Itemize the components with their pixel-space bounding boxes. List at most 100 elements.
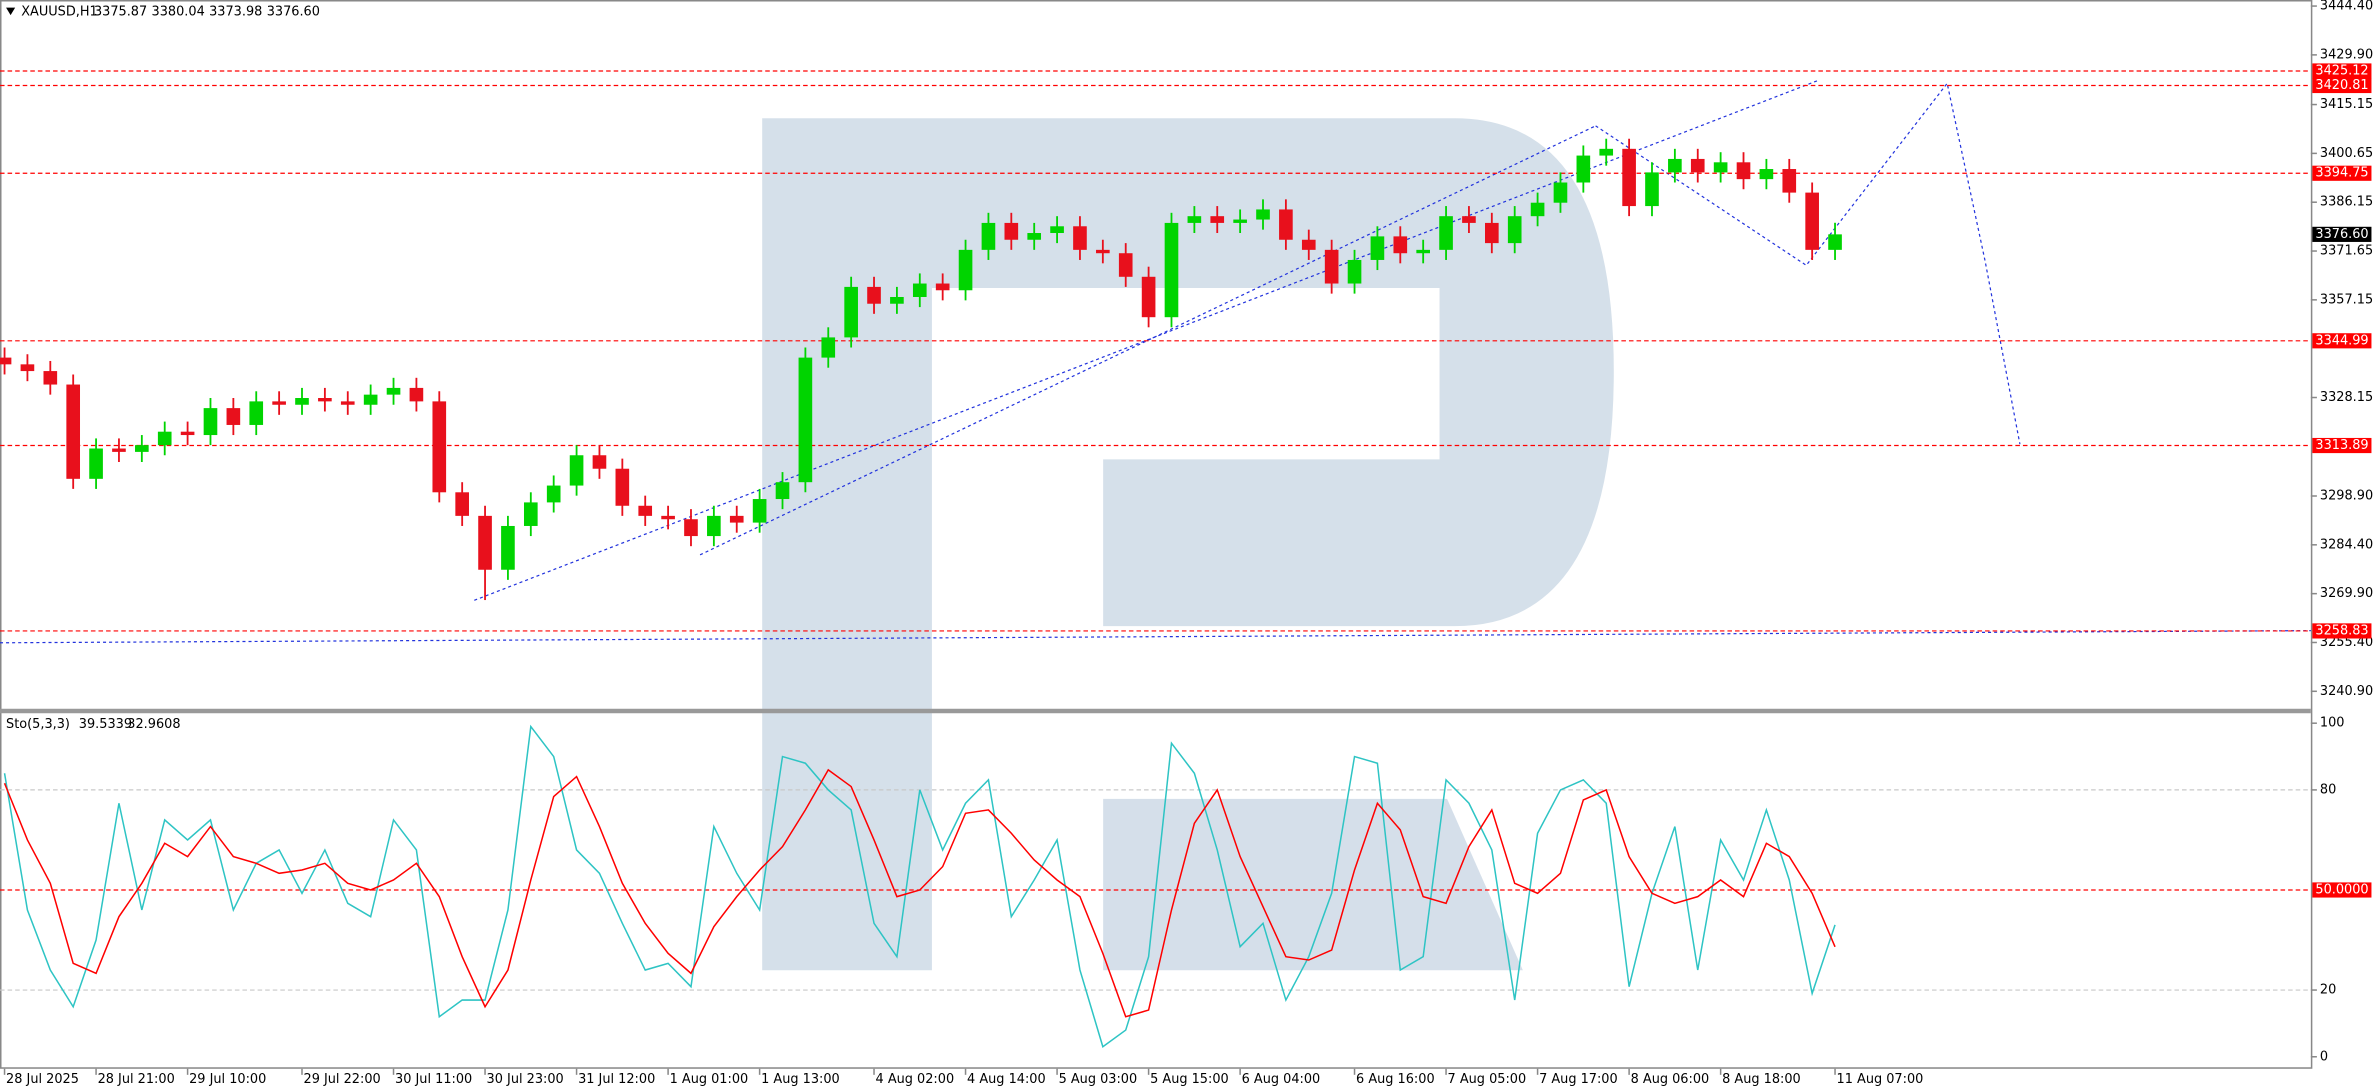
- frame: [0, 0, 2313, 1069]
- x-tick-label: 30 Jul 11:00: [395, 1072, 472, 1087]
- candle-body: [890, 296, 904, 304]
- candle-body: [1736, 162, 1751, 180]
- candle-body: [363, 394, 378, 405]
- candle-body: [1462, 216, 1476, 223]
- candle-body: [478, 515, 492, 570]
- trend-lines: [0, 79, 2311, 644]
- candle-body: [1370, 236, 1385, 260]
- candle-body: [66, 384, 81, 479]
- level-label: 3258.83: [2315, 623, 2368, 638]
- candle-body: [1004, 222, 1019, 240]
- x-tick-label: 5 Aug 15:00: [1150, 1072, 1229, 1087]
- y-tick-label: 3357.15: [2320, 292, 2373, 307]
- candle-body: [1622, 148, 1636, 207]
- candle-body: [1713, 162, 1728, 173]
- candle-body: [615, 468, 630, 506]
- candle-body: [1668, 158, 1682, 173]
- candle-body: [867, 286, 881, 304]
- ohlc-low: 3373.98: [209, 5, 262, 20]
- candle-body: [798, 357, 813, 483]
- x-tick-label: 6 Aug 04:00: [1242, 1072, 1321, 1087]
- candle-body: [752, 499, 767, 523]
- candle-body: [958, 249, 973, 291]
- candle-body: [1485, 222, 1499, 244]
- x-tick-label: 1 Aug 01:00: [670, 1072, 749, 1087]
- candle-body: [0, 357, 12, 365]
- x-tick-label: 7 Aug 05:00: [1448, 1072, 1527, 1087]
- candle-body: [1324, 249, 1339, 284]
- y-tick-label: 3444.40: [2320, 0, 2373, 14]
- x-tick-label: 6 Aug 16:00: [1356, 1072, 1435, 1087]
- level-label: 3425.12: [2315, 63, 2368, 78]
- candle-body: [1027, 233, 1042, 240]
- current-price-label-box: [2312, 226, 2372, 242]
- candle-body: [135, 445, 149, 452]
- current-price-label: 3376.60: [2315, 227, 2368, 242]
- candle-body: [569, 455, 584, 486]
- candle-body: [638, 505, 653, 516]
- candle-body: [775, 482, 790, 500]
- candle-body: [844, 286, 858, 338]
- y-tick-label: 3255.40: [2320, 635, 2373, 650]
- level-label-box: [2312, 333, 2372, 349]
- candle-body: [43, 371, 58, 385]
- candle-body: [112, 448, 126, 452]
- candle-body: [318, 398, 332, 402]
- x-tick-label: 7 Aug 17:00: [1539, 1072, 1618, 1087]
- candle-body: [1210, 216, 1225, 223]
- y-tick-label: 3240.90: [2320, 684, 2373, 699]
- x-tick-label: 31 Jul 12:00: [578, 1072, 655, 1087]
- candle-body: [981, 222, 996, 250]
- x-tick-label: 28 Jul 21:00: [98, 1072, 175, 1087]
- x-tick-label: 5 Aug 03:00: [1059, 1072, 1138, 1087]
- level-label-box: [2312, 77, 2372, 94]
- menu-arrow[interactable]: [6, 7, 16, 16]
- candle-body: [523, 502, 538, 526]
- candle-body: [180, 431, 195, 436]
- candle-body: [501, 525, 515, 570]
- candle-body: [1301, 239, 1316, 250]
- candle-body: [89, 448, 103, 479]
- candle-body: [684, 519, 698, 537]
- x-tick-label: 29 Jul 10:00: [189, 1072, 266, 1087]
- candle-body: [432, 401, 447, 493]
- y-tick-label: 3328.15: [2320, 390, 2373, 405]
- candle-body: [1347, 259, 1362, 284]
- indicator-line: [3, 768, 1836, 1018]
- candle-body: [707, 515, 721, 537]
- y-tick-label: 3371.65: [2320, 244, 2373, 259]
- level-label: 3313.89: [2315, 438, 2368, 453]
- candle-body: [1759, 169, 1774, 180]
- candle-body: [1141, 276, 1156, 318]
- level-label-box: [2312, 63, 2372, 79]
- candle-body: [1279, 209, 1293, 240]
- candle-body: [272, 401, 286, 405]
- ohlc-high: 3380.04: [152, 5, 205, 20]
- candle-body: [592, 455, 607, 469]
- level-label: 50.0000: [2315, 882, 2368, 897]
- candle-body: [1073, 226, 1087, 250]
- indicator-line: [3, 724, 1836, 1049]
- indicator-d: 32.9608: [127, 717, 180, 732]
- symbol-title: XAUUSD,H1: [21, 5, 98, 20]
- level-label: 3420.81: [2315, 78, 2368, 93]
- level-label: 3394.75: [2315, 166, 2368, 181]
- indicator-title: Sto(5,3,3): [6, 717, 70, 732]
- candle-body: [1690, 158, 1705, 173]
- candle-body: [1439, 216, 1453, 250]
- candle-body: [1393, 236, 1408, 254]
- candle-body: [1050, 226, 1064, 234]
- level-label-box: [2312, 623, 2372, 639]
- candle-body: [1118, 253, 1133, 277]
- y-tick-label: 3429.90: [2320, 47, 2373, 62]
- candle-body: [20, 364, 35, 372]
- candle-body: [1187, 216, 1202, 223]
- watermark-logo: [762, 118, 1614, 971]
- candle-body: [661, 515, 675, 520]
- candle-body: [1645, 172, 1659, 207]
- y-tick-label: 3298.90: [2320, 488, 2373, 503]
- x-tick-label: 30 Jul 23:00: [487, 1072, 564, 1087]
- ohlc-open: 3375.87: [94, 5, 147, 20]
- x-tick-label: 11 Aug 07:00: [1837, 1072, 1924, 1087]
- y-tick-label: 3386.15: [2320, 195, 2373, 210]
